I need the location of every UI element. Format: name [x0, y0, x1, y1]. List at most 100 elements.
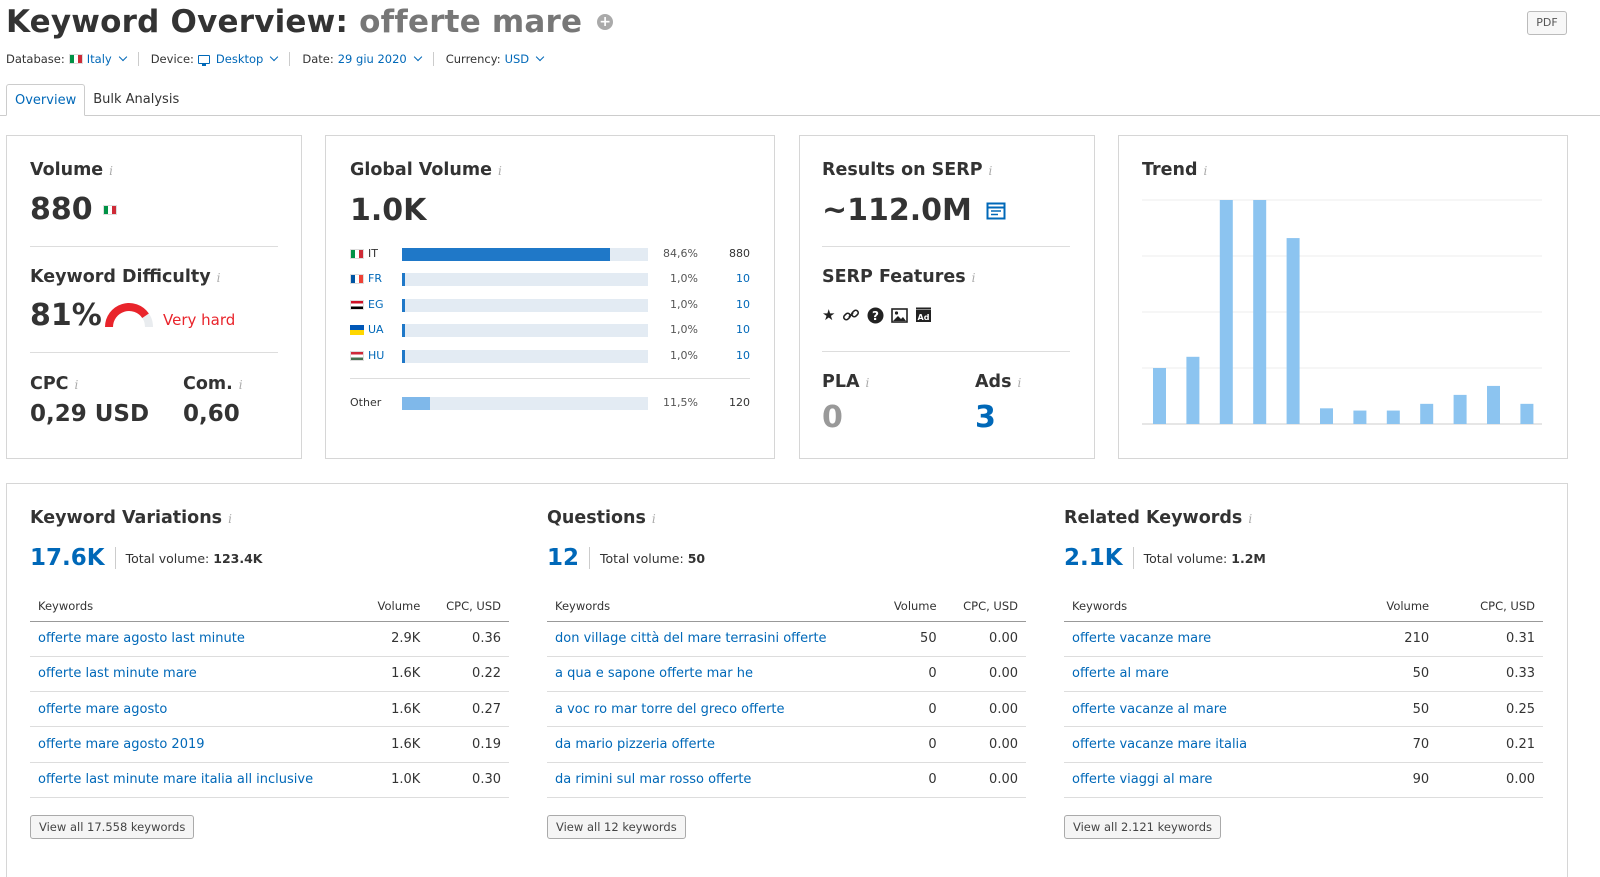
trend-bar[interactable]	[1153, 368, 1166, 424]
table-row: offerte last minute mare 1.6K 0.22	[30, 656, 509, 693]
question-icon[interactable]: ?	[867, 307, 884, 324]
country-volume[interactable]: 10	[736, 272, 750, 285]
info-icon[interactable]: i	[74, 378, 79, 392]
keyword-link[interactable]: offerte vacanze mare italia	[1064, 726, 1350, 763]
country-code[interactable]: UA	[350, 323, 384, 336]
device-filter[interactable]: Device: Desktop	[151, 52, 279, 66]
keyword-link[interactable]: offerte last minute mare italia all incl…	[30, 762, 362, 798]
country-share-fill	[402, 350, 405, 363]
keyword-link[interactable]: da rimini sul mar rosso offerte	[547, 762, 878, 798]
trend-bar[interactable]	[1253, 200, 1267, 424]
keyword-link[interactable]: offerte vacanze al mare	[1064, 691, 1350, 728]
keyword-link[interactable]: da mario pizzeria offerte	[547, 726, 878, 763]
date-filter-value: 29 giu 2020	[337, 52, 407, 66]
currency-filter[interactable]: Currency: USD	[446, 52, 545, 66]
country-share-percent: 84,6%	[663, 247, 698, 260]
tab-overview[interactable]: Overview	[6, 84, 86, 116]
keyword-link[interactable]: offerte viaggi al mare	[1064, 762, 1350, 798]
keyword-cpc: 0.00	[1437, 762, 1543, 798]
info-icon[interactable]: i	[865, 376, 870, 390]
keyword-cpc: 0.21	[1437, 726, 1543, 763]
add-keyword-icon[interactable]: +	[597, 14, 614, 30]
info-icon[interactable]: i	[228, 512, 232, 526]
trend-bar[interactable]	[1453, 394, 1467, 424]
image-icon[interactable]	[891, 307, 909, 323]
view-all-variations-button[interactable]: View all 17.558 keywords	[30, 815, 195, 839]
keyword-volume: 0	[877, 726, 945, 763]
trend-bar[interactable]	[1219, 200, 1233, 424]
trend-bar[interactable]	[1353, 410, 1367, 424]
questions-table: Keywords Volume CPC, USD don village cit…	[547, 591, 1026, 798]
database-filter[interactable]: Database: Italy	[6, 52, 127, 66]
keyword-link[interactable]: offerte vacanze mare	[1064, 621, 1350, 657]
keyword-link[interactable]: offerte mare agosto last minute	[30, 621, 362, 657]
country-row-ua[interactable]: UA 1,0% 10	[350, 322, 750, 338]
keyword-link[interactable]: offerte mare agosto	[30, 691, 362, 728]
country-volume[interactable]: 10	[736, 298, 750, 311]
divider	[822, 351, 1070, 352]
info-icon[interactable]: i	[1017, 376, 1022, 390]
keyword-link[interactable]: a voc ro mar torre del greco offerte	[547, 691, 878, 728]
keyword-link[interactable]: offerte last minute mare	[30, 656, 362, 693]
trend-bar[interactable]	[1487, 385, 1500, 424]
related-keywords-table: Keywords Volume CPC, USD offerte vacanze…	[1064, 591, 1543, 798]
info-icon[interactable]: i	[216, 271, 221, 285]
keyword-cpc: 0.31	[1437, 621, 1543, 657]
serp-snapshot-icon[interactable]	[986, 201, 1006, 221]
info-icon[interactable]: i	[1203, 164, 1208, 178]
pdf-export-button[interactable]: PDF	[1527, 11, 1567, 35]
keyword-link[interactable]: offerte al mare	[1064, 656, 1350, 693]
divider	[822, 246, 1070, 247]
keyword-variations-count[interactable]: 17.6K	[30, 545, 105, 571]
date-filter[interactable]: Date: 29 giu 2020	[302, 52, 422, 66]
country-code[interactable]: HU	[350, 349, 384, 362]
trend-bar[interactable]	[1186, 356, 1200, 424]
info-icon[interactable]: i	[988, 164, 993, 178]
keyword-volume: 0	[877, 691, 945, 728]
keyword-cpc: 0.00	[944, 621, 1026, 657]
cpc-title: CPC i	[30, 374, 79, 394]
related-keywords-count[interactable]: 2.1K	[1064, 545, 1123, 571]
country-row-other: Other 11,5% 120	[350, 395, 750, 411]
view-all-related-button[interactable]: View all 2.121 keywords	[1064, 815, 1222, 839]
trend-bar[interactable]	[1386, 410, 1400, 424]
view-all-questions-button[interactable]: View all 12 keywords	[547, 815, 686, 839]
chevron-down-icon	[413, 52, 422, 62]
trend-bar[interactable]	[1420, 403, 1434, 424]
questions-count[interactable]: 12	[547, 545, 580, 571]
trend-bar[interactable]	[1520, 403, 1534, 424]
country-row-eg[interactable]: EG 1,0% 10	[350, 297, 750, 313]
country-volume[interactable]: 10	[736, 323, 750, 336]
table-row: offerte al mare 50 0.33	[1064, 656, 1543, 693]
ads-value[interactable]: 3	[975, 400, 996, 435]
keyword-link[interactable]: a qua e sapone offerte mar he	[547, 656, 878, 693]
info-icon[interactable]: i	[109, 164, 114, 178]
keyword-link[interactable]: don village città del mare terrasini off…	[547, 621, 878, 657]
column-header-volume: Volume	[361, 591, 429, 622]
link-icon[interactable]	[842, 306, 860, 324]
trend-chart	[1142, 199, 1542, 425]
tab-bulk-analysis[interactable]: Bulk Analysis	[93, 92, 180, 107]
ad-icon[interactable]: Ad	[915, 307, 932, 323]
country-row-hu[interactable]: HU 1,0% 10	[350, 348, 750, 364]
info-icon[interactable]: i	[1248, 512, 1253, 526]
country-code[interactable]: EG	[350, 298, 383, 311]
country-row-fr[interactable]: FR 1,0% 10	[350, 271, 750, 287]
info-icon[interactable]: i	[238, 378, 243, 392]
country-volume[interactable]: 10	[736, 349, 750, 362]
difficulty-gauge-fill	[105, 303, 149, 328]
info-icon[interactable]: i	[497, 164, 502, 178]
trend-bar[interactable]	[1320, 408, 1333, 424]
info-icon[interactable]: i	[971, 271, 976, 285]
star-icon[interactable]: ★	[822, 306, 836, 324]
ukraine-flag-icon	[350, 324, 364, 335]
svg-text:?: ?	[872, 309, 879, 323]
keyword-volume: 50	[877, 621, 945, 657]
country-code[interactable]: FR	[350, 272, 382, 285]
keyword-cpc: 0.00	[944, 762, 1026, 798]
info-icon[interactable]: i	[651, 512, 656, 526]
column-header-volume: Volume	[1349, 591, 1438, 622]
trend-bar[interactable]	[1286, 238, 1300, 424]
keyword-link[interactable]: offerte mare agosto 2019	[30, 726, 362, 763]
table-row: da rimini sul mar rosso offerte 0 0.00	[547, 762, 1026, 798]
